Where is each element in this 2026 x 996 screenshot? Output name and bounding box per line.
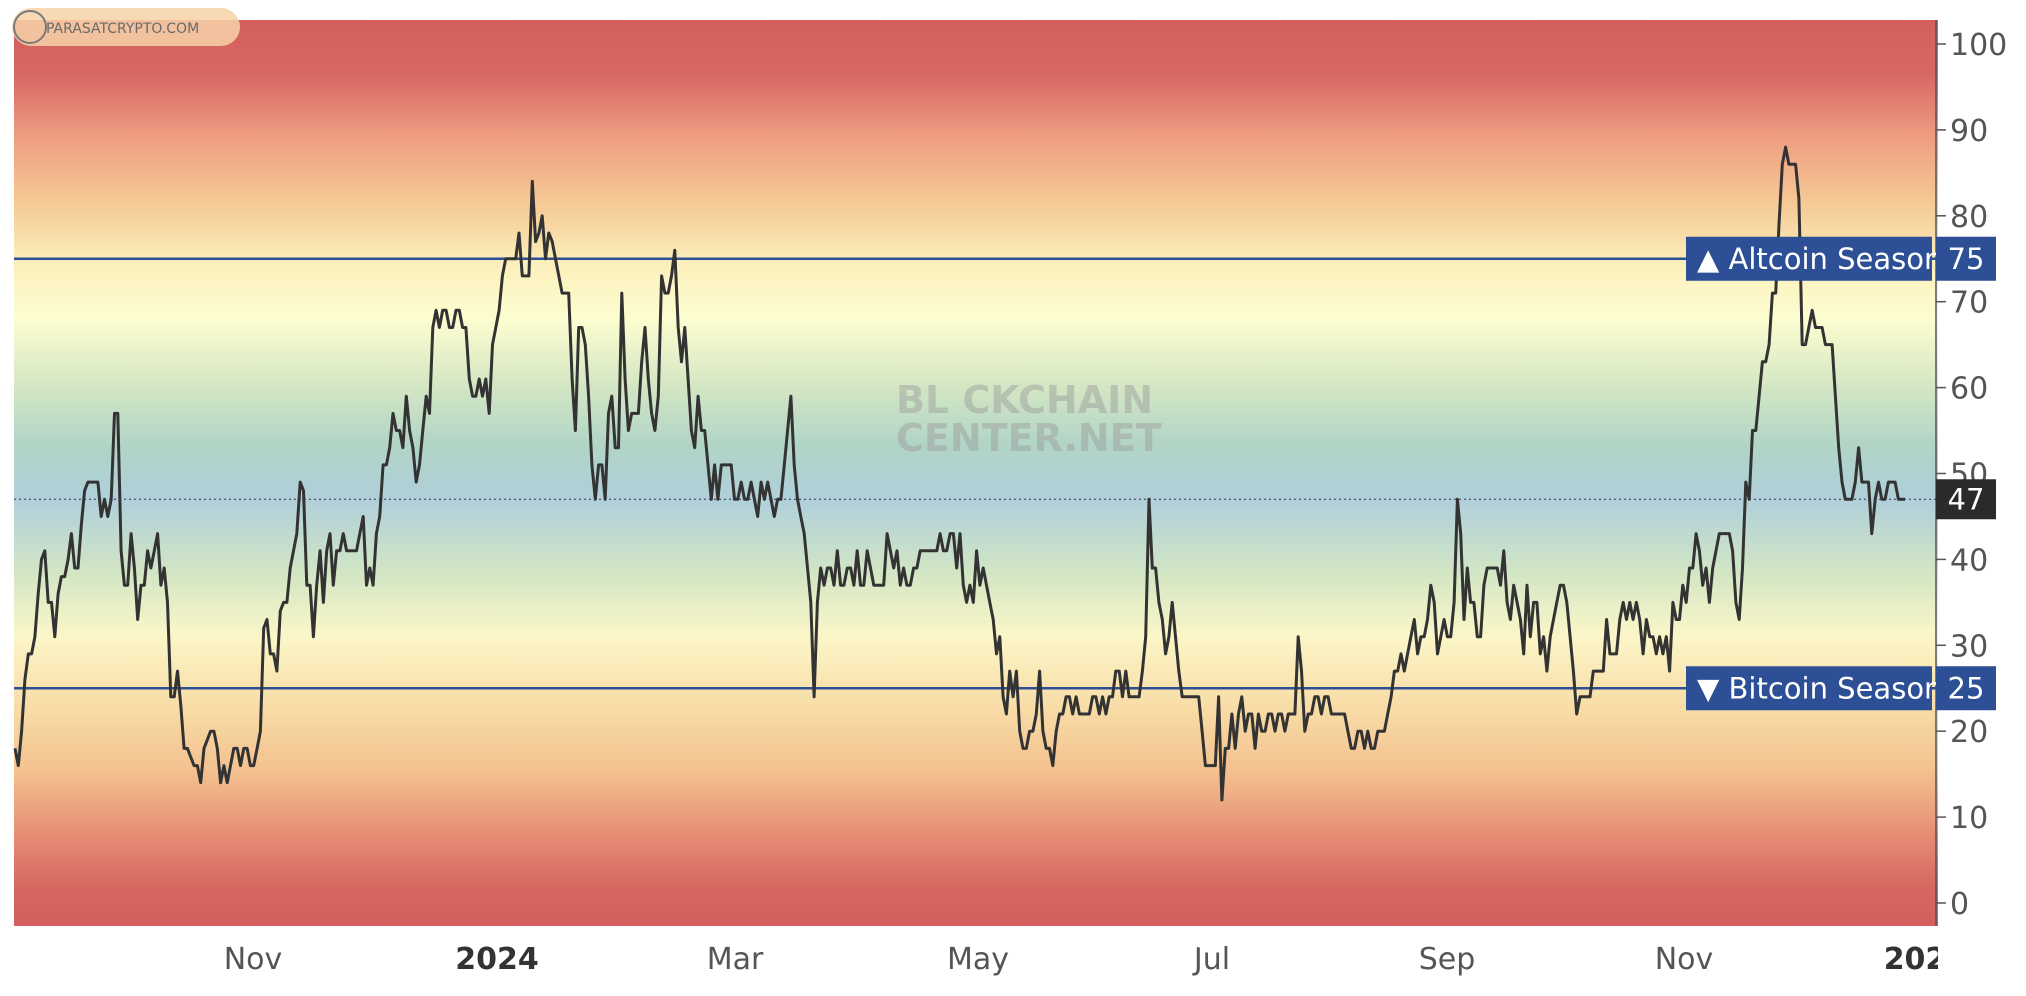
current-value-badge: 47 — [1936, 479, 1996, 520]
x-tick-label: May — [947, 942, 1009, 977]
x-tick-label: Nov — [224, 942, 283, 977]
y-tick-label: 20 — [1950, 715, 1988, 750]
threshold-badges: ▲ Altcoin Season 75 ▼ Bitcoin Season 25 — [1686, 236, 1996, 711]
threshold-value-badge — [1936, 236, 1996, 281]
current-value-label: 47 — [1948, 482, 1985, 516]
y-tick-label: 80 — [1950, 200, 1988, 235]
y-tick-label: 90 — [1950, 114, 1988, 149]
watermark: BL CKCHAIN CENTER.NET — [896, 378, 1162, 460]
threshold-value-label: 25 — [1948, 671, 1985, 705]
threshold-value-badge — [1936, 666, 1996, 711]
threshold-label: ▼ Bitcoin Season — [1697, 671, 1942, 705]
site-logo-icon — [13, 10, 47, 44]
x-axis-corner — [1938, 926, 2026, 996]
x-axis-band — [0, 926, 2026, 996]
site-logo: PARASATCRYPTO.COM — [12, 8, 240, 46]
y-tick-label: 30 — [1950, 629, 1988, 664]
y-tick-label: 0 — [1950, 887, 1969, 922]
plot-background — [14, 20, 1938, 926]
y-tick-label: 40 — [1950, 543, 1988, 578]
threshold-badge — [1686, 666, 1932, 711]
threshold-value-label: 75 — [1948, 242, 1985, 276]
y-tick-label: 100 — [1950, 28, 2007, 63]
threshold-badge — [1686, 236, 1932, 281]
watermark-line1: BL CKCHAIN — [896, 378, 1153, 422]
threshold-lines — [14, 257, 1936, 690]
series-line — [13, 145, 1905, 802]
x-tick-label: Jul — [1192, 942, 1230, 977]
x-tick-label: 2024 — [455, 942, 539, 977]
watermark-line2: CENTER.NET — [896, 416, 1162, 460]
y-tick-label: 70 — [1950, 286, 1988, 321]
current-value-badge-bg — [1936, 479, 1996, 520]
site-logo-pill — [12, 8, 240, 46]
x-axis: Nov 2024 Mar May Jul Sep Nov 202 — [0, 926, 2026, 996]
site-logo-text: PARASATCRYPTO.COM — [46, 21, 199, 37]
x-tick-label: 202 — [1884, 942, 1947, 977]
x-tick-label: Sep — [1419, 942, 1476, 977]
threshold-label: ▲ Altcoin Season — [1697, 242, 1942, 276]
y-tick-label: 60 — [1950, 372, 1988, 407]
x-tick-label: Mar — [707, 942, 764, 977]
y-tick-label: 10 — [1950, 801, 1988, 836]
x-tick-label: Nov — [1655, 942, 1714, 977]
